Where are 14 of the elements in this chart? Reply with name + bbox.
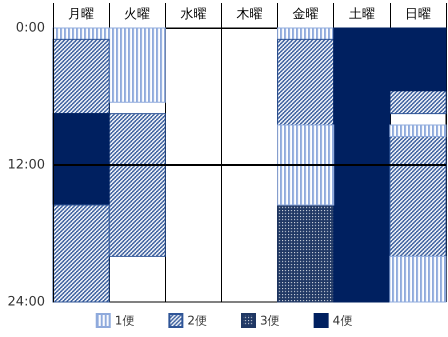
x-tick-label: 月曜 xyxy=(68,7,94,22)
legend-label: 3便 xyxy=(260,314,280,328)
x-tick-label: 木曜 xyxy=(236,7,262,22)
x-tick-label: 日曜 xyxy=(404,7,431,22)
x-tick-label: 水曜 xyxy=(180,7,206,22)
x-tick-label: 土曜 xyxy=(348,7,375,22)
legend-label: 4便 xyxy=(332,314,352,328)
y-tick-label: 0:00 xyxy=(16,20,45,36)
y-tick-label: 12:00 xyxy=(8,158,45,172)
x-tick-label: 金曜 xyxy=(292,7,319,22)
x-tick-label: 火曜 xyxy=(124,7,150,22)
y-tick-label: 24:00 xyxy=(8,294,45,310)
legend-label: 1便 xyxy=(114,314,134,328)
legend-label: 2便 xyxy=(187,314,208,328)
